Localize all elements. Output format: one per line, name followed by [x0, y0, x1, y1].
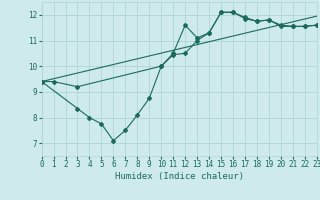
X-axis label: Humidex (Indice chaleur): Humidex (Indice chaleur): [115, 172, 244, 181]
